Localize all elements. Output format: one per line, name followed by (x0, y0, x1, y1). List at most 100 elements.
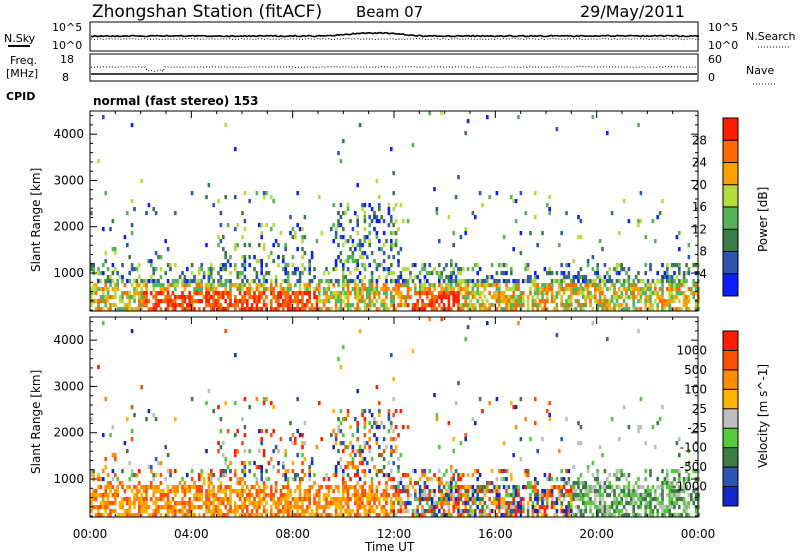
echo-cell (243, 291, 247, 296)
echo-cell (226, 307, 230, 312)
echo-cell (649, 509, 652, 514)
echo-cell (212, 501, 215, 506)
echo-cell (579, 303, 583, 308)
echo-cell (154, 291, 158, 296)
echo-cell (618, 271, 621, 276)
echo-cell (632, 501, 635, 506)
echo-cell (90, 469, 93, 474)
echo-cell (102, 493, 105, 498)
echo-cell (318, 299, 321, 304)
echo-cell (289, 295, 292, 300)
echo-cell (284, 263, 287, 268)
echo-cell (145, 283, 148, 288)
echo-cell (166, 501, 170, 506)
echo-cell (596, 271, 599, 276)
echo-cell (440, 513, 443, 518)
echo-cell (212, 497, 215, 502)
echo-cell (421, 497, 424, 502)
echo-cell (315, 489, 319, 494)
echo-cell (236, 303, 239, 308)
echo-cell (577, 303, 580, 308)
echo-cell (613, 509, 616, 514)
echo-cell (308, 493, 311, 498)
echo-cell (238, 477, 242, 482)
echo-cell (423, 489, 427, 494)
power-ylabel: Slant Range [km] (29, 168, 43, 272)
echo-cell (169, 501, 172, 506)
echo-cell (572, 283, 575, 288)
echo-cell (320, 307, 323, 312)
echo-cell (625, 279, 628, 284)
echo-cell (572, 493, 575, 498)
echo-cell (546, 307, 549, 312)
echo-cell (627, 287, 631, 292)
echo-cell (274, 505, 278, 510)
echo-cell (164, 501, 167, 506)
echo-cell (517, 299, 520, 304)
echo-cell (601, 299, 604, 304)
echo-cell (392, 485, 395, 490)
echo-cell (531, 509, 535, 514)
echo-cell (308, 307, 311, 312)
echo-cell (152, 207, 155, 212)
echo-cell (358, 287, 362, 292)
echo-cell (579, 275, 583, 280)
echo-cell (596, 469, 599, 474)
echo-cell (94, 307, 98, 312)
echo-cell (159, 461, 163, 466)
echo-cell (522, 505, 525, 510)
echo-cell (109, 307, 112, 312)
echo-cell (673, 263, 676, 268)
echo-cell (166, 513, 170, 518)
echo-cell (622, 283, 626, 288)
echo-cell (121, 485, 124, 490)
echo-cell (318, 287, 321, 292)
echo-cell (332, 203, 335, 208)
echo-cell (176, 501, 179, 506)
echo-cell (277, 307, 280, 312)
echo-cell (567, 295, 571, 300)
echo-cell (133, 501, 136, 506)
colorbar-swatch (723, 369, 738, 390)
echo-cell (430, 291, 434, 296)
echo-cell (375, 489, 379, 494)
echo-cell (680, 283, 683, 288)
echo-cell (138, 291, 141, 296)
echo-cell (229, 501, 232, 506)
echo-cell (536, 295, 539, 300)
echo-cell (286, 295, 290, 300)
echo-cell (450, 271, 453, 276)
echo-cell (411, 143, 415, 148)
echo-cell (615, 295, 619, 300)
echo-cell (238, 271, 242, 276)
echo-cell (524, 279, 527, 284)
echo-cell (339, 159, 343, 164)
echo-cell (495, 513, 499, 518)
echo-cell (577, 477, 580, 482)
echo-cell (423, 485, 427, 490)
echo-cell (270, 505, 273, 510)
echo-cell (565, 489, 568, 494)
echo-cell (236, 509, 239, 514)
echo-cell (543, 497, 547, 502)
echo-cell (385, 239, 388, 244)
echo-cell (495, 283, 499, 288)
echo-cell (267, 461, 271, 466)
echo-cell (483, 489, 487, 494)
echo-cell (490, 303, 494, 308)
echo-cell (198, 287, 201, 292)
echo-cell (109, 509, 112, 514)
echo-cell (663, 481, 667, 486)
echo-cell (274, 513, 278, 518)
echo-cell (97, 159, 100, 164)
echo-cell (145, 493, 148, 498)
echo-cell (498, 299, 501, 304)
echo-cell (450, 287, 453, 292)
echo-cell (190, 397, 194, 402)
echo-cell (157, 489, 160, 494)
echo-cell (414, 303, 417, 308)
echo-cell (670, 275, 674, 280)
echo-cell (241, 279, 244, 284)
echo-cell (594, 485, 597, 490)
echo-cell (661, 489, 664, 494)
